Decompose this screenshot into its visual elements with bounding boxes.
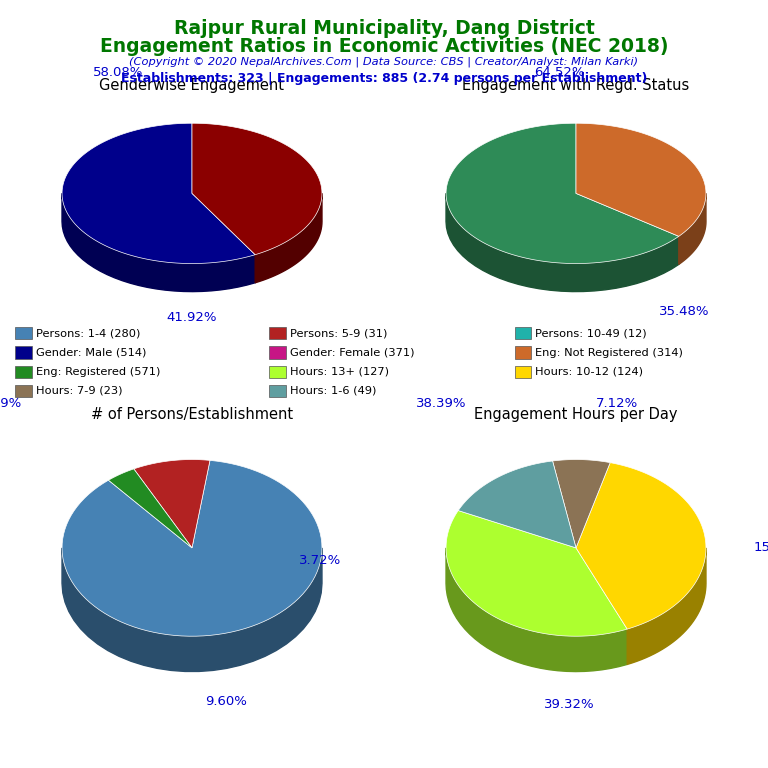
Text: 58.08%: 58.08% xyxy=(92,66,143,79)
Polygon shape xyxy=(552,459,610,548)
Text: Hours: 1-6 (49): Hours: 1-6 (49) xyxy=(290,386,376,396)
Text: Rajpur Rural Municipality, Dang District: Rajpur Rural Municipality, Dang District xyxy=(174,19,594,38)
Text: 15.17%: 15.17% xyxy=(753,541,768,554)
Text: (Copyright © 2020 NepalArchives.Com | Data Source: CBS | Creator/Analyst: Milan : (Copyright © 2020 NepalArchives.Com | Da… xyxy=(130,57,638,68)
Text: Eng: Registered (571): Eng: Registered (571) xyxy=(36,366,161,377)
Polygon shape xyxy=(62,548,322,671)
Text: Persons: 1-4 (280): Persons: 1-4 (280) xyxy=(36,328,141,339)
Text: 38.39%: 38.39% xyxy=(415,398,466,410)
Text: Establishments: 323 | Engagements: 885 (2.74 persons per Establishment): Establishments: 323 | Engagements: 885 (… xyxy=(121,72,647,85)
Text: 39.32%: 39.32% xyxy=(544,698,594,710)
Title: Engagement with Regd. Status: Engagement with Regd. Status xyxy=(462,78,690,93)
Polygon shape xyxy=(255,194,322,283)
Polygon shape xyxy=(458,461,576,548)
Polygon shape xyxy=(446,123,679,263)
Text: 7.12%: 7.12% xyxy=(595,398,637,410)
Text: Persons: 5-9 (31): Persons: 5-9 (31) xyxy=(290,328,387,339)
Title: # of Persons/Establishment: # of Persons/Establishment xyxy=(91,407,293,422)
Polygon shape xyxy=(62,460,322,636)
Polygon shape xyxy=(446,194,679,292)
Polygon shape xyxy=(192,123,322,255)
Text: Gender: Male (514): Gender: Male (514) xyxy=(36,347,147,358)
Text: Hours: 7-9 (23): Hours: 7-9 (23) xyxy=(36,386,123,396)
Text: 3.72%: 3.72% xyxy=(300,554,342,567)
Polygon shape xyxy=(627,548,706,664)
Text: 64.52%: 64.52% xyxy=(534,66,584,79)
Text: Gender: Female (371): Gender: Female (371) xyxy=(290,347,414,358)
Polygon shape xyxy=(108,469,192,548)
Text: Eng: Not Registered (314): Eng: Not Registered (314) xyxy=(535,347,684,358)
Text: Engagement Ratios in Economic Activities (NEC 2018): Engagement Ratios in Economic Activities… xyxy=(100,37,668,56)
Polygon shape xyxy=(679,194,706,264)
Polygon shape xyxy=(576,123,706,237)
Text: Hours: 13+ (127): Hours: 13+ (127) xyxy=(290,366,389,377)
Polygon shape xyxy=(446,548,627,671)
Text: Hours: 10-12 (124): Hours: 10-12 (124) xyxy=(535,366,644,377)
Text: 35.48%: 35.48% xyxy=(659,305,710,318)
Text: Persons: 10-49 (12): Persons: 10-49 (12) xyxy=(535,328,647,339)
Text: 9.60%: 9.60% xyxy=(205,695,247,708)
Title: Engagement Hours per Day: Engagement Hours per Day xyxy=(475,407,677,422)
Polygon shape xyxy=(62,123,255,263)
Text: 41.92%: 41.92% xyxy=(167,311,217,324)
Text: 86.69%: 86.69% xyxy=(0,398,22,410)
Polygon shape xyxy=(134,459,210,548)
Polygon shape xyxy=(576,462,706,629)
Polygon shape xyxy=(446,511,627,636)
Title: Genderwise Engagement: Genderwise Engagement xyxy=(100,78,284,93)
Polygon shape xyxy=(62,194,255,292)
